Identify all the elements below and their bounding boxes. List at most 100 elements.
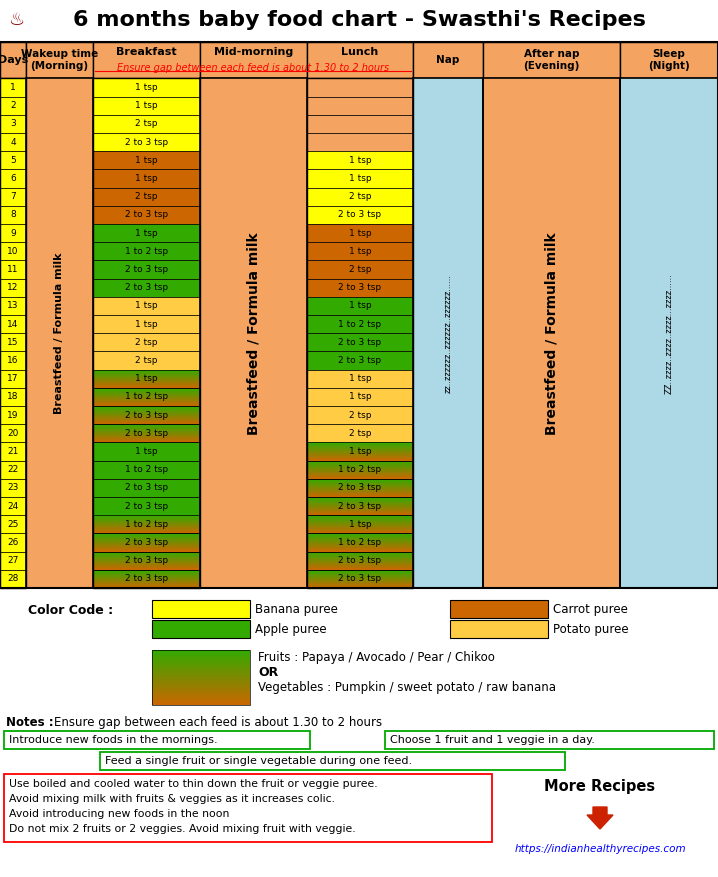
Bar xyxy=(152,658,250,659)
Bar xyxy=(152,668,250,669)
Text: 2 to 3 tsp: 2 to 3 tsp xyxy=(125,265,168,274)
Bar xyxy=(200,369,307,388)
Bar xyxy=(0,460,26,479)
Bar xyxy=(26,497,93,515)
Bar xyxy=(307,151,413,169)
Text: 1 tsp: 1 tsp xyxy=(135,174,158,183)
Bar xyxy=(0,279,26,296)
Text: 1 tsp: 1 tsp xyxy=(135,83,158,92)
Bar xyxy=(483,78,620,96)
Text: 21: 21 xyxy=(7,447,19,456)
Bar xyxy=(152,688,250,689)
Bar xyxy=(0,552,26,570)
Bar xyxy=(26,224,93,242)
Text: Sleep
(Night): Sleep (Night) xyxy=(648,49,690,71)
Bar xyxy=(200,133,307,151)
Bar xyxy=(413,296,483,315)
Text: 2 to 3 tsp: 2 to 3 tsp xyxy=(338,338,381,346)
Bar xyxy=(0,315,26,333)
Text: Days: Days xyxy=(0,55,28,65)
Text: 1 tsp: 1 tsp xyxy=(349,392,371,402)
Text: 2 to 3 tsp: 2 to 3 tsp xyxy=(125,210,168,219)
Bar xyxy=(152,700,250,701)
Bar xyxy=(307,497,413,515)
Bar xyxy=(0,406,26,424)
Text: zz..zzzzzz..zzzzzz..zzzzzz......: zz..zzzzzz..zzzzzz..zzzzzz...... xyxy=(444,274,452,393)
Bar xyxy=(0,533,26,552)
Text: 1 tsp: 1 tsp xyxy=(135,447,158,456)
Text: 1 to 2 tsp: 1 to 2 tsp xyxy=(338,538,381,547)
Bar xyxy=(413,242,483,260)
Text: 2 to 3 tsp: 2 to 3 tsp xyxy=(338,556,381,565)
Bar xyxy=(620,224,718,242)
Bar xyxy=(93,242,200,260)
Bar xyxy=(152,660,250,661)
Bar xyxy=(26,206,93,224)
Bar xyxy=(100,752,565,770)
Bar xyxy=(93,78,200,96)
Bar xyxy=(26,242,93,260)
Text: 2 to 3 tsp: 2 to 3 tsp xyxy=(125,538,168,547)
Bar xyxy=(413,96,483,115)
Bar xyxy=(0,151,26,169)
Bar xyxy=(0,352,26,369)
Text: Color Code :: Color Code : xyxy=(28,603,113,617)
Text: 1 tsp: 1 tsp xyxy=(349,302,371,310)
Bar xyxy=(93,388,200,406)
Bar xyxy=(307,42,413,78)
Bar xyxy=(0,424,26,442)
Bar xyxy=(152,673,250,674)
Text: 1 tsp: 1 tsp xyxy=(349,246,371,256)
Text: Feed a single fruit or single vegetable during one feed.: Feed a single fruit or single vegetable … xyxy=(105,756,412,766)
Bar xyxy=(93,42,200,78)
Bar xyxy=(413,515,483,533)
Bar xyxy=(152,674,250,675)
Bar xyxy=(93,279,200,296)
Bar xyxy=(483,188,620,206)
Text: Use boiled and cooled water to thin down the fruit or veggie puree.: Use boiled and cooled water to thin down… xyxy=(9,779,378,789)
Text: 20: 20 xyxy=(7,429,19,438)
Bar xyxy=(0,570,26,588)
Bar xyxy=(200,479,307,497)
Bar xyxy=(307,78,413,588)
Bar xyxy=(152,689,250,690)
Text: Potato puree: Potato puree xyxy=(553,623,629,636)
Text: 17: 17 xyxy=(7,374,19,383)
Bar xyxy=(26,133,93,151)
Bar xyxy=(307,188,413,206)
Bar xyxy=(483,96,620,115)
Bar xyxy=(152,681,250,682)
Text: 2 tsp: 2 tsp xyxy=(349,429,371,438)
Bar xyxy=(152,702,250,703)
Bar xyxy=(620,206,718,224)
Bar xyxy=(152,675,250,676)
Text: Banana puree: Banana puree xyxy=(255,602,338,616)
Bar xyxy=(152,671,250,672)
Bar xyxy=(93,188,200,206)
Bar xyxy=(620,406,718,424)
FancyArrow shape xyxy=(587,807,613,829)
Text: https://indianhealthyrecipes.com: https://indianhealthyrecipes.com xyxy=(514,844,686,854)
Bar xyxy=(620,533,718,552)
Bar xyxy=(152,665,250,666)
Bar xyxy=(413,570,483,588)
Bar xyxy=(620,133,718,151)
Text: 1 tsp: 1 tsp xyxy=(135,156,158,165)
Bar xyxy=(483,533,620,552)
Bar xyxy=(200,42,307,78)
Text: OR: OR xyxy=(258,666,279,679)
Bar xyxy=(483,133,620,151)
Bar xyxy=(307,260,413,279)
Bar xyxy=(93,497,200,515)
Text: 1 to 2 tsp: 1 to 2 tsp xyxy=(125,392,168,402)
Bar xyxy=(307,460,413,479)
Text: Do not mix 2 fruits or 2 veggies. Avoid mixing fruit with veggie.: Do not mix 2 fruits or 2 veggies. Avoid … xyxy=(9,824,355,834)
Text: 2 to 3 tsp: 2 to 3 tsp xyxy=(338,574,381,583)
Bar xyxy=(152,666,250,667)
Bar xyxy=(152,699,250,700)
Bar xyxy=(483,42,620,78)
Bar xyxy=(200,206,307,224)
Text: 28: 28 xyxy=(7,574,19,583)
Bar xyxy=(307,552,413,570)
Text: 2 tsp: 2 tsp xyxy=(135,192,158,201)
